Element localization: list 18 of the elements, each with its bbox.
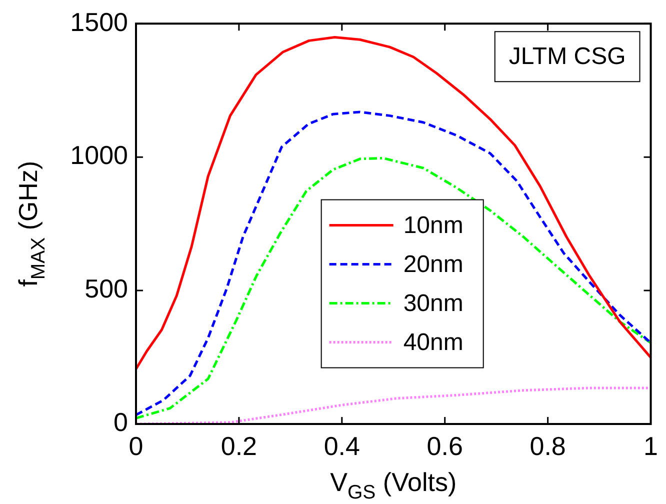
legend-label: 10nm — [403, 212, 464, 239]
line-series — [136, 110, 651, 416]
line-series — [136, 156, 651, 420]
line-series — [136, 386, 651, 424]
y-axis-title: fMAX (GHz) — [13, 160, 50, 287]
x-tick-label: 0.4 — [324, 430, 360, 461]
legend-label: 20nm — [403, 250, 464, 278]
legend-label: 30nm — [403, 290, 464, 317]
x-tick-label: 0.6 — [426, 430, 463, 461]
x-tick-label: 0.2 — [220, 430, 258, 461]
y-tick-label: 500 — [84, 274, 128, 304]
y-tick-label: 1000 — [70, 140, 128, 170]
y-tick-label: 0 — [114, 407, 128, 438]
x-tick-label: 0.8 — [530, 430, 566, 461]
legend-label: 40nm — [403, 328, 464, 356]
y-tick-label: 1500 — [70, 6, 128, 37]
annotation: JLTM CSG — [508, 43, 626, 70]
x-tick-label: 1 — [644, 430, 658, 461]
